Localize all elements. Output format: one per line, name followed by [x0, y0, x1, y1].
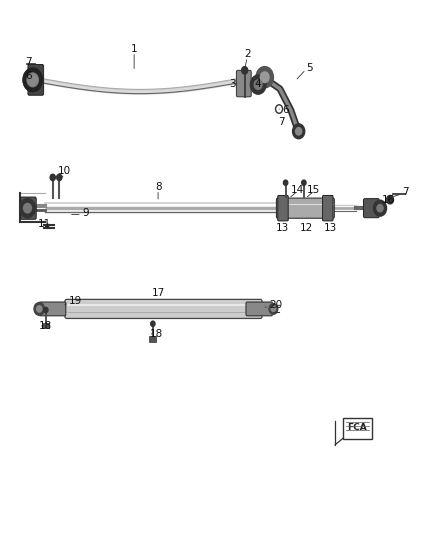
Text: 10: 10: [58, 166, 71, 176]
Circle shape: [44, 308, 48, 313]
Circle shape: [242, 67, 248, 74]
FancyBboxPatch shape: [21, 197, 36, 219]
FancyBboxPatch shape: [149, 336, 156, 342]
Circle shape: [283, 180, 288, 185]
Text: 12: 12: [300, 223, 313, 233]
Circle shape: [254, 80, 262, 90]
Circle shape: [151, 321, 155, 326]
Text: 5: 5: [306, 63, 313, 72]
Text: 7: 7: [25, 58, 32, 67]
Circle shape: [27, 73, 39, 87]
FancyBboxPatch shape: [42, 322, 49, 328]
Text: 1: 1: [131, 44, 138, 54]
Text: 15: 15: [307, 184, 321, 195]
Text: 8: 8: [155, 182, 161, 192]
Circle shape: [37, 306, 42, 312]
FancyBboxPatch shape: [65, 300, 262, 318]
Text: 17: 17: [152, 288, 165, 298]
Text: 13: 13: [323, 223, 337, 233]
Text: 4: 4: [255, 78, 261, 88]
Text: 13: 13: [276, 223, 289, 233]
Circle shape: [256, 67, 273, 88]
Circle shape: [57, 174, 62, 181]
FancyBboxPatch shape: [237, 70, 251, 97]
FancyBboxPatch shape: [364, 199, 379, 217]
FancyBboxPatch shape: [246, 302, 272, 316]
Circle shape: [374, 200, 387, 216]
Text: 16: 16: [382, 195, 396, 205]
Circle shape: [296, 127, 302, 135]
Circle shape: [293, 124, 305, 139]
Circle shape: [387, 196, 393, 204]
FancyBboxPatch shape: [343, 418, 372, 439]
Circle shape: [50, 174, 55, 181]
Text: 18: 18: [149, 329, 162, 340]
Circle shape: [377, 205, 383, 212]
Circle shape: [251, 75, 266, 94]
Circle shape: [302, 180, 306, 185]
FancyBboxPatch shape: [322, 196, 333, 221]
Text: 20: 20: [269, 300, 282, 310]
Text: 2: 2: [244, 50, 251, 59]
Circle shape: [28, 74, 38, 86]
Text: 11: 11: [38, 219, 52, 229]
Circle shape: [34, 303, 45, 316]
FancyBboxPatch shape: [278, 196, 288, 221]
Text: 6: 6: [282, 105, 289, 115]
FancyBboxPatch shape: [28, 64, 44, 95]
Text: 3: 3: [229, 78, 235, 88]
Text: 9: 9: [82, 208, 88, 219]
Text: 6: 6: [25, 70, 32, 80]
Circle shape: [271, 306, 276, 312]
Circle shape: [24, 204, 32, 213]
Circle shape: [23, 68, 42, 92]
FancyBboxPatch shape: [39, 302, 66, 316]
Circle shape: [20, 199, 35, 217]
Text: 7: 7: [278, 117, 284, 127]
Circle shape: [23, 68, 42, 92]
Text: 19: 19: [69, 296, 82, 306]
Circle shape: [269, 304, 278, 314]
Circle shape: [260, 72, 269, 83]
Text: 7: 7: [402, 187, 408, 197]
Text: 14: 14: [291, 184, 304, 195]
Text: FCA: FCA: [347, 423, 367, 432]
Text: 18: 18: [39, 321, 53, 331]
FancyBboxPatch shape: [276, 198, 334, 218]
